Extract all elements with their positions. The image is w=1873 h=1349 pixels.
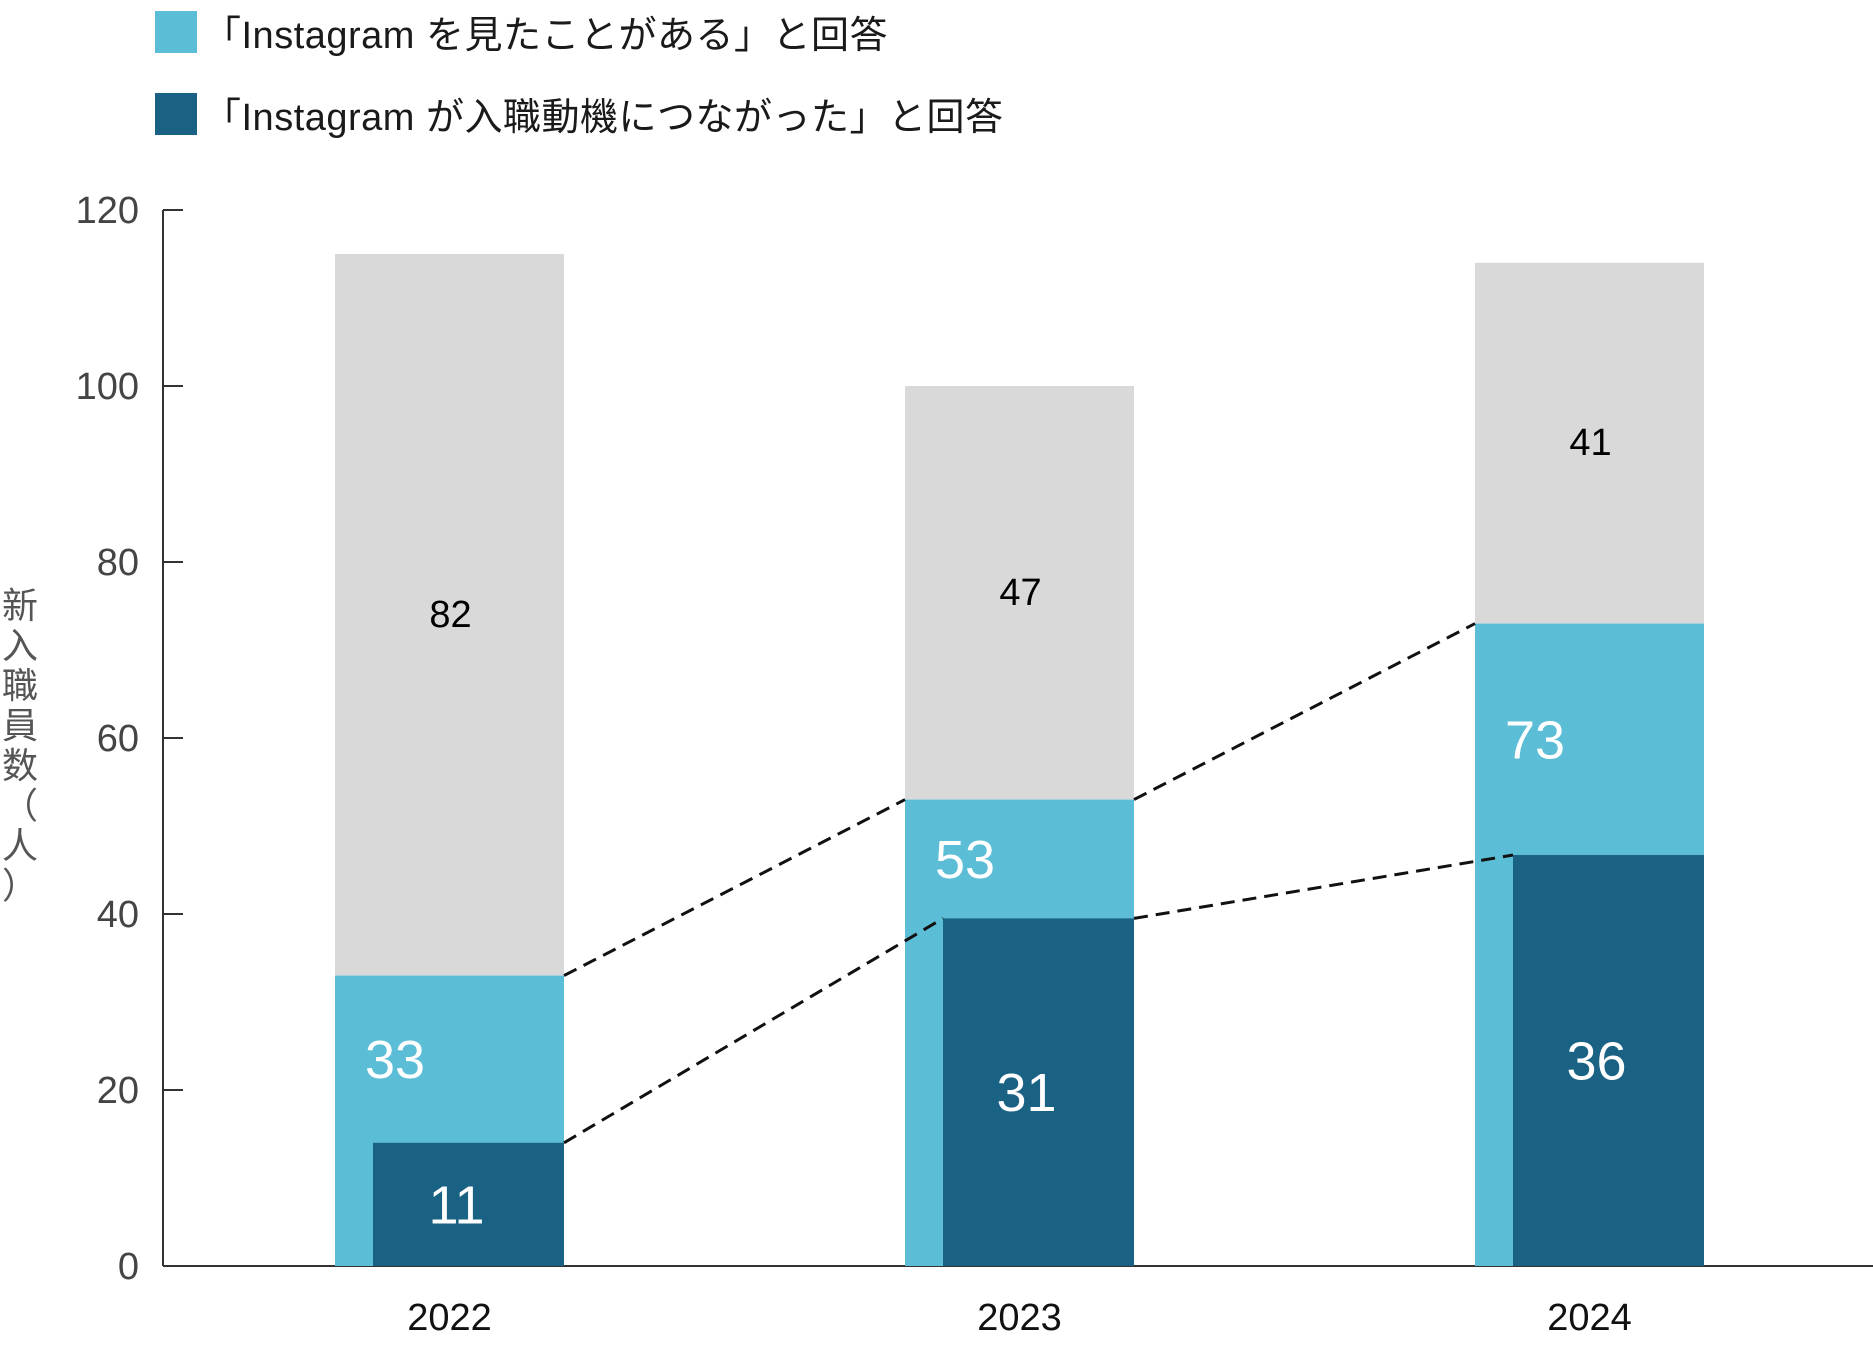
y-tick-label: 80 (97, 542, 139, 584)
y-axis-label-char: 新 (1, 585, 38, 626)
data-label-saw: 33 (365, 1030, 425, 1090)
bar-motivated (943, 918, 1134, 1266)
x-tick-label: 2022 (407, 1297, 492, 1339)
bar-remainder (335, 254, 564, 976)
data-label-motivated: 31 (996, 1063, 1056, 1123)
bar-remainder (905, 386, 1134, 800)
connector-motivated (563, 917, 944, 1145)
y-tick-label: 120 (76, 190, 139, 232)
legend-item-saw: 「Instagram を見たことがある」と回答 (155, 4, 888, 59)
y-axis-label-char: 人 (1, 825, 38, 866)
data-label-remainder: 41 (1569, 422, 1611, 464)
y-tick-label: 0 (118, 1246, 139, 1288)
connector-saw (563, 798, 906, 977)
y-axis-label-char: 入 (1, 625, 38, 666)
y-axis-label-char: 員 (1, 705, 38, 746)
y-axis-label-char: 職 (1, 665, 38, 706)
y-tick-label: 60 (97, 718, 139, 760)
data-label-motivated: 11 (428, 1175, 484, 1235)
connector-motivated (1133, 853, 1514, 920)
y-axis-label-char: 数 (1, 745, 38, 786)
data-label-saw: 53 (935, 830, 995, 890)
y-tick-label: 40 (97, 894, 139, 936)
bar-motivated (1513, 855, 1704, 1266)
y-axis-label-char: ） (1, 865, 38, 906)
legend-label-saw: 「Instagram を見たことがある」と回答 (203, 15, 889, 57)
x-tick-label: 2024 (1547, 1297, 1632, 1339)
y-axis-label-char: （ (1, 785, 38, 826)
data-label-motivated: 36 (1566, 1032, 1626, 1092)
y-tick-label: 100 (76, 366, 139, 408)
y-tick-label: 20 (97, 1070, 139, 1112)
data-label-saw: 73 (1505, 710, 1565, 770)
bar-motivated (373, 1142, 564, 1266)
connector-saw (1133, 622, 1476, 801)
data-label-remainder: 47 (999, 572, 1041, 614)
bar-remainder (1475, 262, 1704, 624)
legend-item-motivated: 「Instagram が入職動機につながった」と回答 (155, 86, 1004, 141)
y-axis-label: 新入職員数（人） (0, 586, 40, 906)
legend-label-motivated: 「Instagram が入職動機につながった」と回答 (203, 97, 1004, 139)
legend-swatch-motivated (155, 92, 197, 135)
legend-swatch-saw (155, 10, 197, 53)
x-tick-label: 2023 (977, 1297, 1062, 1339)
data-label-remainder: 82 (429, 594, 471, 636)
